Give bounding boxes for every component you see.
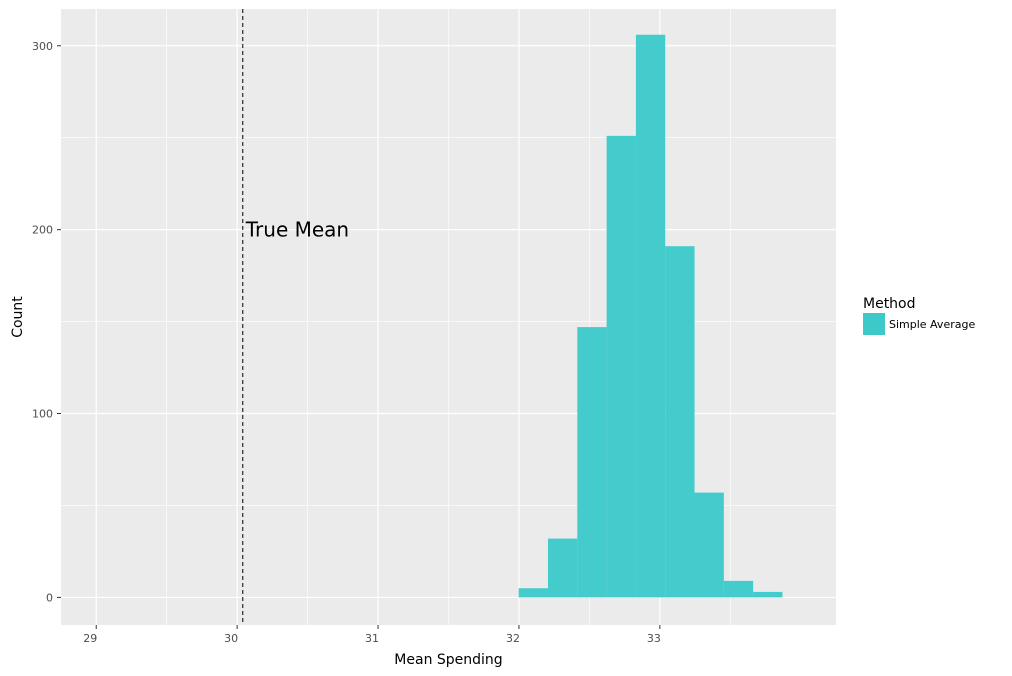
y-axis-ticks: 0 100 200 300 [32, 40, 61, 604]
true-mean-label: True Mean [245, 218, 349, 242]
y-tick-label: 100 [32, 408, 53, 421]
legend-title: Method [863, 296, 916, 312]
histogram-bar [723, 580, 754, 598]
y-tick-label: 300 [32, 40, 53, 53]
legend-label: Simple Average [889, 318, 975, 331]
x-axis-title: Mean Spending [394, 652, 502, 668]
x-axis-ticks: 29 30 31 32 33 [83, 625, 661, 645]
histogram-bar [753, 591, 783, 598]
histogram-bar [518, 588, 548, 598]
legend-key-swatch [863, 313, 885, 335]
histogram-bar [577, 327, 607, 598]
histogram-bar [665, 246, 695, 598]
histogram-bar [694, 492, 724, 598]
grid-major [61, 9, 836, 625]
x-tick-label: 30 [224, 632, 238, 645]
histogram-bar [635, 34, 666, 598]
legend: Method Simple Average [863, 296, 975, 335]
histogram-bar [547, 538, 578, 598]
y-tick-label: 200 [32, 224, 53, 237]
x-tick-label: 31 [365, 632, 379, 645]
x-tick-label: 29 [83, 632, 97, 645]
histogram-bars [518, 34, 783, 598]
y-tick-label: 0 [46, 591, 53, 604]
x-tick-label: 33 [647, 632, 661, 645]
y-axis-title: Count [10, 296, 26, 338]
histogram-bar [606, 135, 636, 598]
x-tick-label: 32 [506, 632, 520, 645]
